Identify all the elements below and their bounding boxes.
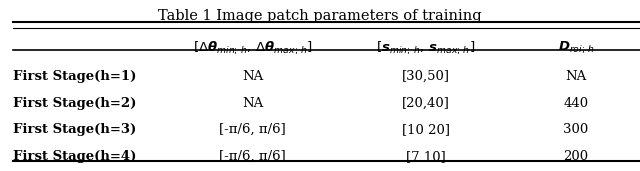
Text: 300: 300 (563, 123, 589, 136)
Text: NA: NA (242, 97, 264, 110)
Text: $[\Delta\boldsymbol{\theta}_{min;\,h},\,\Delta\boldsymbol{\theta}_{max;\,h}]$: $[\Delta\boldsymbol{\theta}_{min;\,h},\,… (193, 39, 313, 57)
Text: [30,50]: [30,50] (402, 70, 450, 83)
Text: 200: 200 (563, 150, 589, 163)
Text: [-π/6, π/6]: [-π/6, π/6] (220, 123, 286, 136)
Text: NA: NA (565, 70, 587, 83)
Text: $[\boldsymbol{s}_{min;\,h},\,\boldsymbol{s}_{max;\,h}]$: $[\boldsymbol{s}_{min;\,h},\,\boldsymbol… (376, 39, 476, 57)
Text: [-π/6, π/6]: [-π/6, π/6] (220, 150, 286, 163)
Text: Table 1 Image patch parameters of training: Table 1 Image patch parameters of traini… (158, 9, 482, 23)
Text: First Stage(h=4): First Stage(h=4) (13, 150, 136, 163)
Text: First Stage(h=3): First Stage(h=3) (13, 123, 136, 136)
Text: [20,40]: [20,40] (402, 97, 449, 110)
Text: [10 20]: [10 20] (402, 123, 450, 136)
Text: First Stage(h=1): First Stage(h=1) (13, 70, 136, 83)
Text: [7 10]: [7 10] (406, 150, 445, 163)
Text: NA: NA (242, 70, 264, 83)
Text: First Stage(h=2): First Stage(h=2) (13, 97, 136, 110)
Text: $\boldsymbol{D}_{roi;\,h}$: $\boldsymbol{D}_{roi;\,h}$ (557, 39, 595, 56)
Text: 440: 440 (563, 97, 589, 110)
